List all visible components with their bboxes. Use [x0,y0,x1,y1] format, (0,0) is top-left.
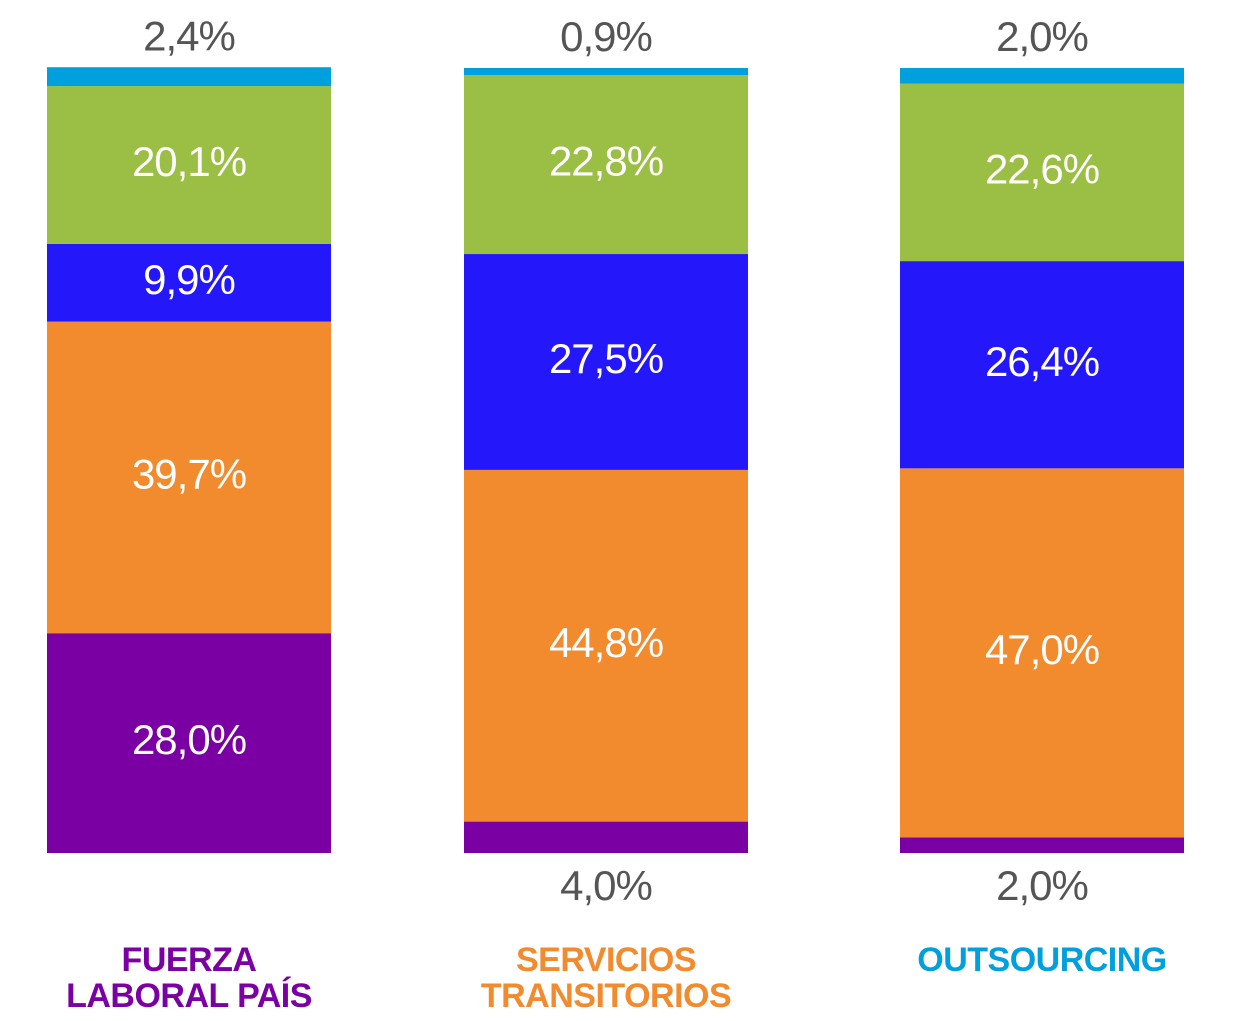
value-label: 22,6% [985,145,1099,192]
bar-segment [47,86,331,244]
bar-segment [900,83,1184,262]
value-label: 39,7% [132,450,246,497]
bar-segment [47,243,331,322]
value-label: 0,9% [560,13,652,60]
category-label: SERVICIOS [516,941,696,979]
bar-segment [464,821,748,853]
category-label: FUERZA [122,941,257,979]
category-label: LABORAL PAÍS [66,977,312,1015]
value-label: 4,0% [560,862,652,909]
value-label: 26,4% [985,338,1099,385]
bar-segment [47,321,331,634]
bar-segment [47,633,331,853]
category-label: OUTSOURCING [917,941,1167,979]
bar-segment [464,68,748,76]
value-label: 22,8% [549,138,663,185]
value-label: 20,1% [132,138,246,185]
value-label: 28,0% [132,716,246,763]
bar-segment [464,254,748,470]
value-label: 2,0% [996,13,1088,60]
bar-segment [464,75,748,255]
category-label: TRANSITORIOS [481,977,731,1015]
value-label: 27,5% [549,335,663,382]
bar-segment [47,67,331,87]
value-label: 9,9% [143,256,235,303]
value-label: 47,0% [985,626,1099,673]
bar-segment [900,68,1184,84]
value-label: 44,8% [549,619,663,666]
bar-segment [900,837,1184,853]
value-label: 2,0% [996,862,1088,909]
bar-segment [464,469,748,822]
bar-segment [900,468,1184,838]
value-label: 2,4% [143,12,235,59]
bar-segment [900,261,1184,469]
